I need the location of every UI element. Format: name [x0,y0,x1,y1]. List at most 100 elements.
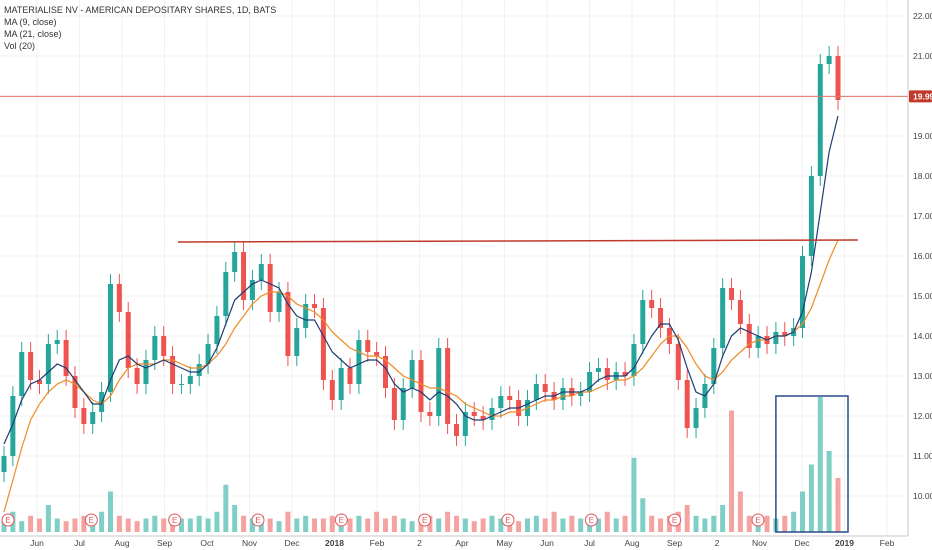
last-price-tag: 19.99 [909,90,932,103]
volume-bar [595,518,601,532]
candle-body [453,424,459,436]
volume-bar [383,518,389,532]
volume-bar [489,515,495,532]
volume-bar [107,491,113,532]
earnings-marker[interactable] [334,513,348,527]
volume-bar [400,518,406,532]
candle-body [72,376,78,408]
volume-bar [445,511,451,532]
volume-bar [516,521,522,532]
volume-bar [453,515,459,532]
volume-bar [391,515,397,532]
candle-body [312,304,318,308]
earnings-label: E [5,516,10,525]
x-tick-label: Jul [74,538,85,548]
candle-body [631,344,637,376]
candle-body [10,396,16,456]
volume-bar [170,521,176,532]
candle-body [161,336,167,356]
earnings-marker[interactable] [84,513,98,527]
candle-body [338,368,344,400]
candle-body [391,388,397,420]
ma21-legend[interactable]: MA (21, close) [4,29,62,39]
earnings-marker[interactable] [668,513,682,527]
candle-body [595,368,601,372]
earnings-label: E [172,516,177,525]
volume-bar [205,518,211,532]
y-tick-label: 19.00 [913,131,932,141]
x-tick-label: 2018 [325,538,344,548]
candle-body [258,264,264,280]
x-tick-label: Jun [30,538,44,548]
earnings-label: E [672,516,677,525]
volume-bar [578,518,584,532]
volume-bar [498,518,504,532]
volume-bar [808,464,814,532]
candle-body [640,300,646,344]
volume-bar [551,511,557,532]
candle-body [737,300,743,324]
candle-body [134,368,140,384]
y-tick-label: 16.00 [913,251,932,261]
volume-bars [1,397,841,532]
volume-bar [826,451,832,532]
candle-body [45,344,51,384]
y-tick-label: 22.00 [913,11,932,21]
earnings-label: E [422,516,427,525]
x-tick-label: Aug [114,538,129,548]
volume-bar [356,515,362,532]
candle-body [196,364,202,376]
candle-body [835,56,841,100]
volume-bar [99,511,105,532]
earnings-marker[interactable] [1,513,15,527]
volume-bar [249,518,255,532]
earnings-marker[interactable] [501,513,515,527]
volume-bar [524,518,530,532]
candle-body [427,412,433,416]
volume-bar [560,518,566,532]
candle-body [249,280,255,300]
x-tick-label: May [496,538,513,548]
vol-legend[interactable]: Vol (20) [4,41,36,51]
x-tick-label: Aug [624,538,639,548]
candle-body [533,384,539,400]
candle-body [400,388,406,420]
earnings-marker[interactable] [584,513,598,527]
volume-bar [45,505,51,532]
candle-body [187,376,193,384]
volume-highlight-box[interactable] [775,395,849,533]
earnings-marker[interactable] [251,513,265,527]
x-tick-label: Dec [284,538,300,548]
candle-body [81,408,87,424]
ma9-legend[interactable]: MA (9, close) [4,17,57,27]
candle-body [711,348,717,384]
candle-body [267,264,273,312]
candle-body [800,256,806,328]
candle-body [489,408,495,420]
earnings-label: E [339,516,344,525]
volume-bar [312,518,318,532]
candle-body [19,352,25,396]
earnings-marker[interactable] [751,513,765,527]
resistance-trendline[interactable] [177,239,859,243]
volume-bar [134,521,140,532]
candle-body [587,372,593,392]
earnings-marker[interactable] [418,513,432,527]
volume-bar [702,518,708,532]
x-tick-label: Apr [455,538,468,548]
volume-bar [684,505,690,532]
volume-bar [187,518,193,532]
volume-bar [631,457,637,532]
volume-bar [285,511,291,532]
volume-bar [223,484,229,532]
volume-bar [409,521,415,532]
candle-body [409,360,415,388]
x-tick-label: Feb [880,538,895,548]
candle-body [808,176,814,256]
earnings-marker[interactable] [168,513,182,527]
volume-bar [800,491,806,532]
candle-body [276,292,282,312]
chart-title: MATERIALISE NV - AMERICAN DEPOSITARY SHA… [4,5,277,15]
